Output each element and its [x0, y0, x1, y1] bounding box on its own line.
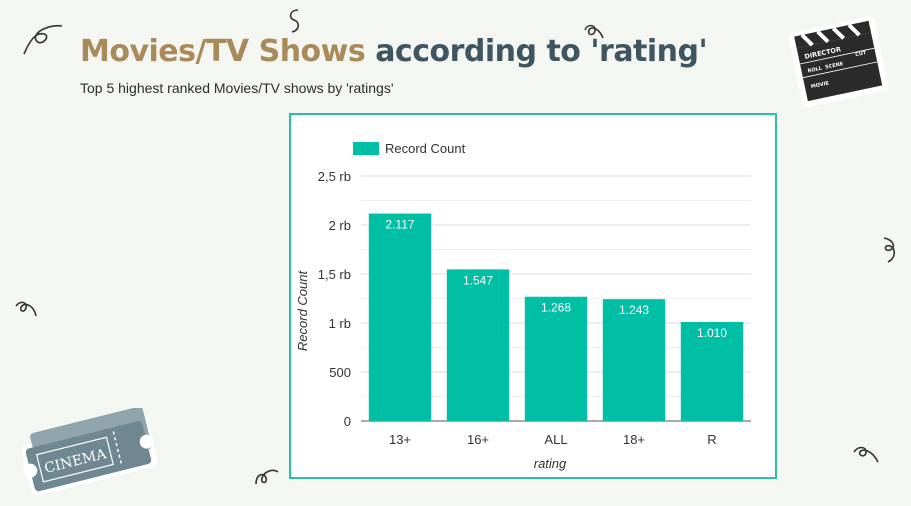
bars-layer [368, 213, 744, 421]
bar-value-label: 2.117 [385, 218, 414, 232]
bar[interactable] [602, 299, 666, 421]
legend-swatch [353, 142, 379, 155]
y-axis-title: Record Count [295, 270, 310, 352]
y-tick-label: 1,5 rb [318, 267, 351, 282]
title-part-2: according to 'rating' [375, 34, 708, 69]
bar-value-label: 1.243 [619, 303, 649, 317]
page-title: Movies/TV Shows according to 'rating' [80, 34, 708, 69]
bar-value-label: 1.547 [463, 273, 493, 287]
clapperboard-icon: DIRECTOR ROLL SCENE CUT MOVIE [788, 16, 889, 108]
squiggle-icon [883, 237, 896, 263]
page-subtitle: Top 5 highest ranked Movies/TV shows by … [80, 80, 394, 96]
clapper-label-roll: ROLL [807, 65, 823, 74]
squiggle-icon [853, 446, 879, 463]
squiggle-icon [255, 469, 279, 485]
y-tick-label: 1 rb [329, 316, 351, 331]
bar-chart: 0 500 1 rb 1,5 rb 2 rb 2,5 rb 2.117 13+ 1.547 16… [295, 141, 751, 471]
x-tick-label: 16+ [467, 432, 489, 447]
labels-layer: 2.117 13+ 1.547 16+ 1.268 ALL 1.243 18+ 1.010 R [385, 218, 727, 447]
y-tick-label: 0 [344, 414, 351, 429]
clapper-label-movie: MOVIE [810, 80, 830, 90]
bar-value-label: 1.010 [697, 326, 727, 340]
chart-container: 0 500 1 rb 1,5 rb 2 rb 2,5 rb 2.117 13+ 1.547 16… [289, 113, 777, 479]
clapper-label-scene: SCENE [825, 61, 845, 71]
y-tick-label: 500 [329, 365, 351, 380]
squiggle-icon [584, 24, 604, 39]
x-tick-label: 18+ [623, 432, 645, 447]
clapper-label-cut: CUT [855, 50, 868, 58]
bar[interactable] [368, 213, 432, 421]
x-axis-title: rating [534, 456, 567, 471]
x-tick-label: 13+ [389, 432, 411, 447]
bar-value-label: 1.268 [541, 301, 571, 315]
legend-label[interactable]: Record Count [385, 141, 466, 156]
cinema-ticket-icon: CINEMA [21, 408, 158, 496]
x-tick-label: ALL [544, 432, 567, 447]
y-tick-label: 2,5 rb [318, 169, 351, 184]
x-tick-label: R [707, 432, 716, 447]
squiggle-icon [15, 301, 37, 317]
bar[interactable] [680, 322, 744, 421]
title-part-1: Movies/TV Shows [80, 34, 366, 69]
bar[interactable] [446, 269, 510, 421]
squiggle-icon [23, 24, 63, 55]
y-tick-label: 2 rb [329, 218, 351, 233]
squiggle-icon [289, 9, 300, 33]
bar[interactable] [524, 296, 588, 421]
